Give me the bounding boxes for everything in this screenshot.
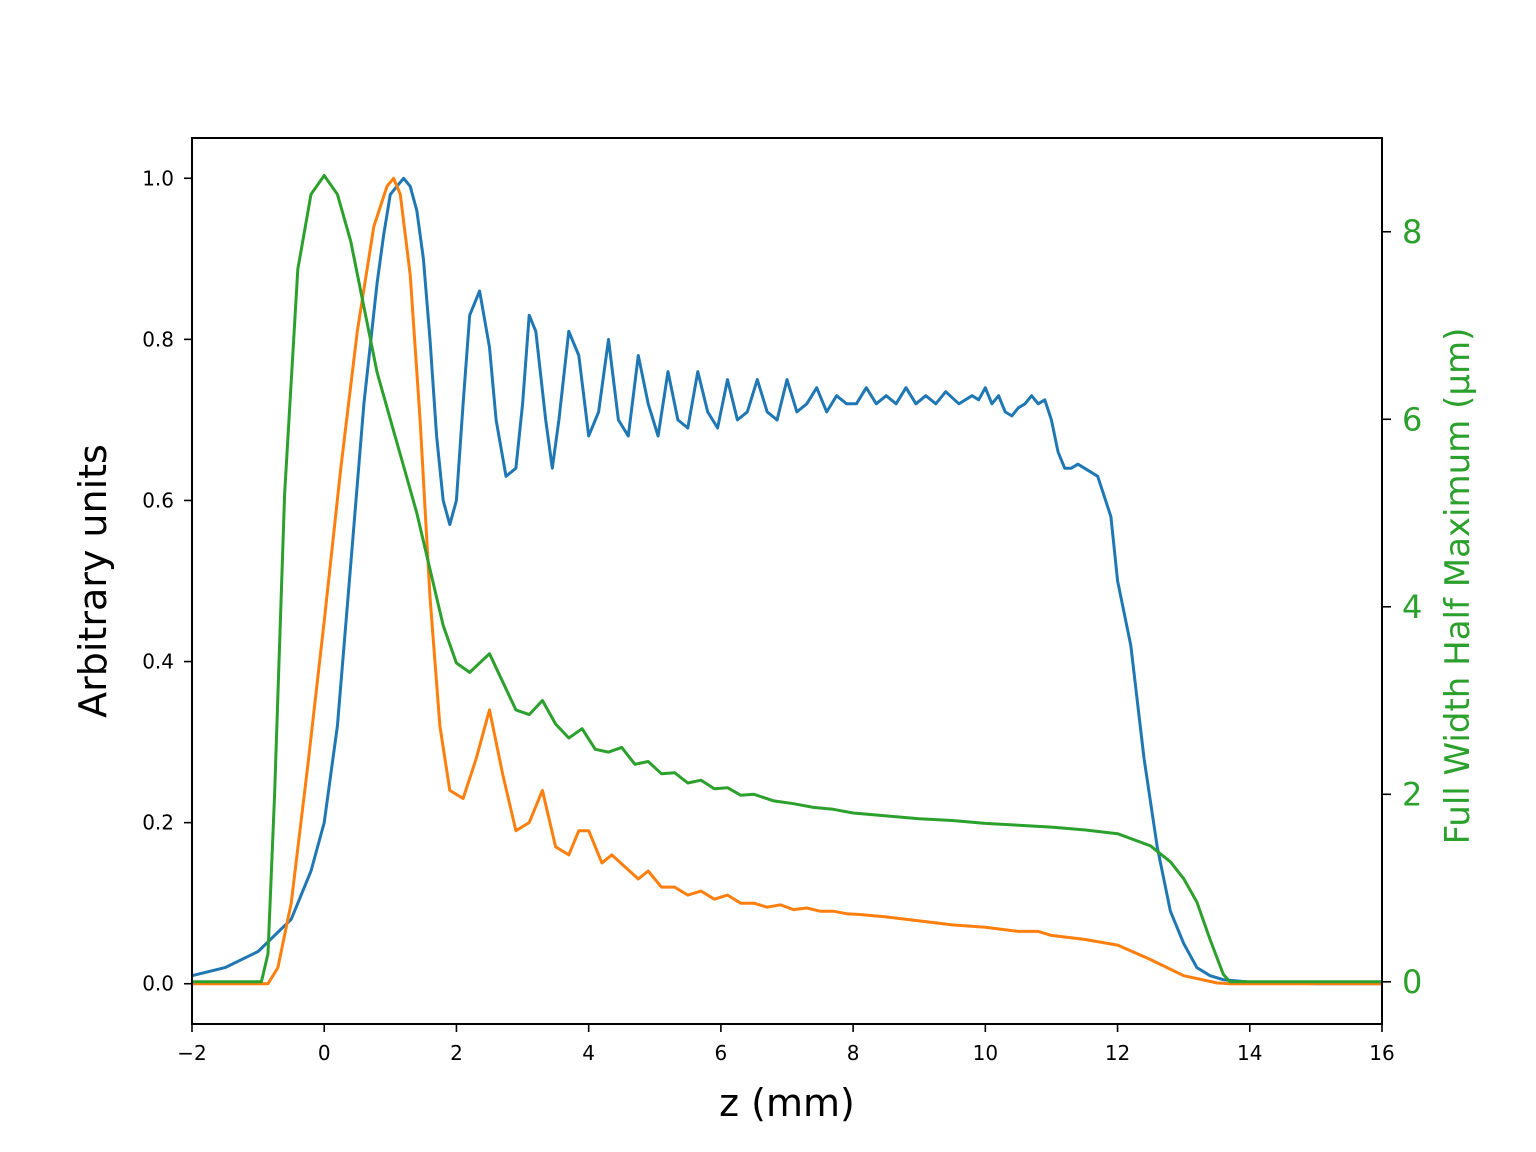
axes-layer: −2 0 2 4 6 8 10 12 14 16 0.0 0.2 0.4 0.6 0.8 1.0 0 2 4 6 8 [142,137,1422,1065]
y-tick-label: 0.4 [142,650,174,674]
x-tick-label: 14 [1237,1041,1262,1065]
y-tick-label: 0.6 [142,488,174,512]
y2-tick-label: 0 [1402,963,1422,1001]
y2-tick-label: 8 [1402,213,1422,251]
series-layer [192,174,1382,986]
y-axis-label: Arbitrary units [71,444,115,718]
plot-frame [191,137,1383,1025]
y-tick-label: 0.0 [142,972,174,996]
x-tick-label: 10 [973,1041,998,1065]
x-axis-label: z (mm) [719,1081,855,1125]
series-line-2 [192,176,1382,986]
y-tick-label: 0.8 [142,327,174,351]
y2-tick-label: 4 [1402,588,1422,626]
x-tick-label: 4 [582,1041,595,1065]
x-tick-label: 12 [1105,1041,1130,1065]
x-tick-label: 8 [847,1041,860,1065]
series-line-3 [192,174,1382,984]
y2-tick-label: 2 [1402,775,1422,813]
x-tick-label: 16 [1369,1041,1394,1065]
y2-tick-label: 6 [1402,400,1422,438]
y2-axis-label: Full Width Half Maximum (µm) [1438,328,1478,845]
y-tick-label: 0.2 [142,811,174,835]
x-tick-label: 2 [450,1041,463,1065]
x-tick-label: 0 [318,1041,331,1065]
x-tick-label: 6 [715,1041,728,1065]
x-tick-label: −2 [177,1041,206,1065]
series-line-1 [192,176,1382,986]
y-tick-label: 1.0 [142,166,174,190]
